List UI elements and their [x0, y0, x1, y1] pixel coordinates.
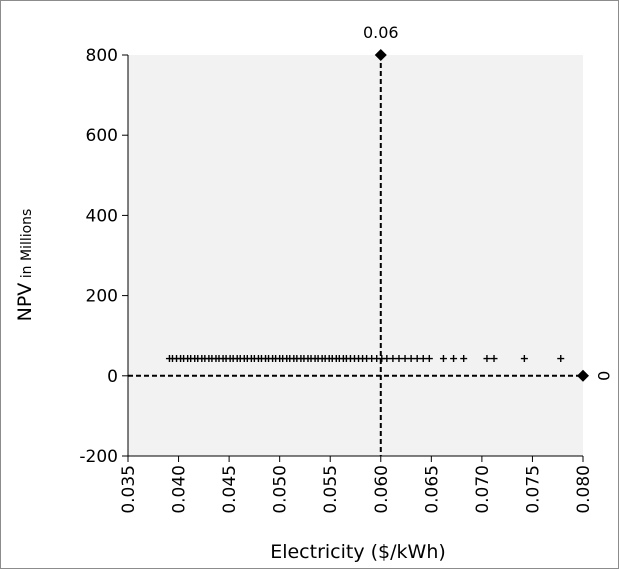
plus-marker	[407, 355, 415, 363]
plus-marker	[460, 355, 468, 363]
x-tick-label: 0.070	[473, 465, 493, 514]
x-tick-label: 0.055	[321, 465, 341, 514]
y-axis-title-main: NPV	[14, 283, 36, 322]
plus-marker	[413, 355, 421, 363]
plus-marker	[395, 355, 403, 363]
plus-marker	[520, 355, 528, 363]
x-tick-label: 0.080	[574, 465, 594, 514]
plus-marker	[419, 355, 427, 363]
plus-marker	[383, 355, 391, 363]
y-axis-title: NPV in Millions	[14, 209, 36, 322]
x-axis-title: Electricity ($/kWh)	[270, 541, 446, 563]
plus-marker	[401, 355, 409, 363]
x-tick-label: 0.045	[220, 465, 240, 514]
vertical-reference-label: 0.06	[363, 23, 399, 42]
diamond-marker	[577, 369, 589, 382]
x-tick-label: 0.060	[372, 465, 392, 514]
y-tick-label: 800	[86, 46, 118, 66]
x-tick-label: 0.040	[170, 465, 190, 514]
horizontal-reference-label: 0	[594, 371, 613, 381]
y-tick-label: 200	[86, 287, 118, 307]
x-tick-label: 0.075	[523, 465, 543, 514]
plus-marker	[425, 355, 433, 363]
y-tick-label: 400	[86, 206, 118, 226]
plus-marker	[450, 355, 458, 363]
diamond-marker	[374, 49, 387, 61]
plus-marker	[483, 355, 491, 363]
y-tick-label: 0	[107, 367, 118, 387]
plus-marker	[557, 355, 565, 363]
plus-marker	[389, 355, 397, 363]
plus-marker	[490, 355, 498, 363]
x-tick-label: 0.035	[119, 465, 139, 514]
x-tick-label: 0.050	[271, 465, 291, 514]
y-axis-title-suffix: in Millions	[19, 209, 35, 283]
y-tick-label: -200	[79, 447, 118, 467]
x-tick-label: 0.065	[422, 465, 442, 514]
y-tick-label: 600	[86, 126, 118, 146]
plot-area	[128, 55, 583, 456]
plus-marker	[439, 355, 447, 363]
